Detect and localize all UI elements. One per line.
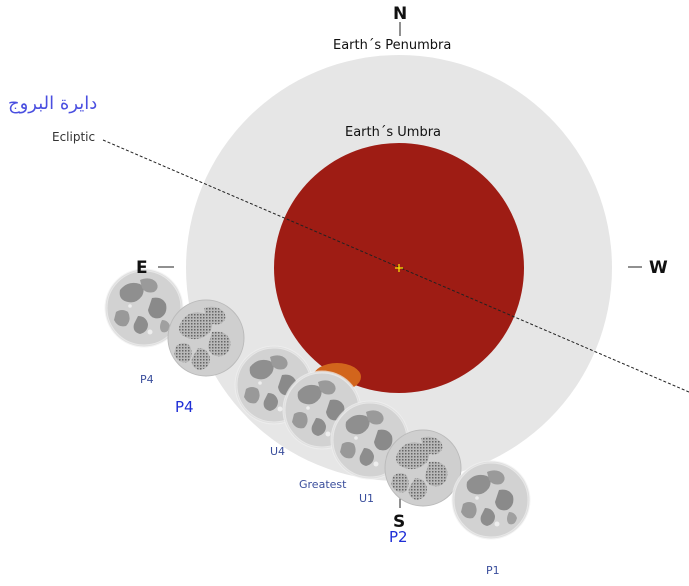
south-label: S (393, 512, 406, 532)
p4-label: P4 (175, 398, 194, 416)
penumbra-label: Earth´s Penumbra (333, 38, 452, 53)
greatest-label: Greatest (299, 478, 347, 491)
p1-label: P1 (486, 564, 500, 577)
ecliptic-line (102, 139, 689, 393)
u1-label: U1 (359, 492, 375, 505)
center-mark (395, 264, 403, 272)
west-label: W (649, 258, 668, 278)
p4-small-label: P4 (140, 373, 154, 386)
moon-p4 (167, 299, 245, 377)
ecliptic-label: Ecliptic (52, 130, 96, 144)
ecliptic-arabic-label: دايرة البروج (8, 93, 98, 114)
moon-p2 (384, 429, 462, 507)
east-label: E (136, 258, 148, 278)
moon-p1 (451, 460, 531, 540)
umbra-label: Earth´s Umbra (345, 125, 442, 140)
p2-label: P2 (389, 528, 408, 546)
north-label: N (393, 4, 408, 24)
u4-label: U4 (270, 445, 286, 458)
